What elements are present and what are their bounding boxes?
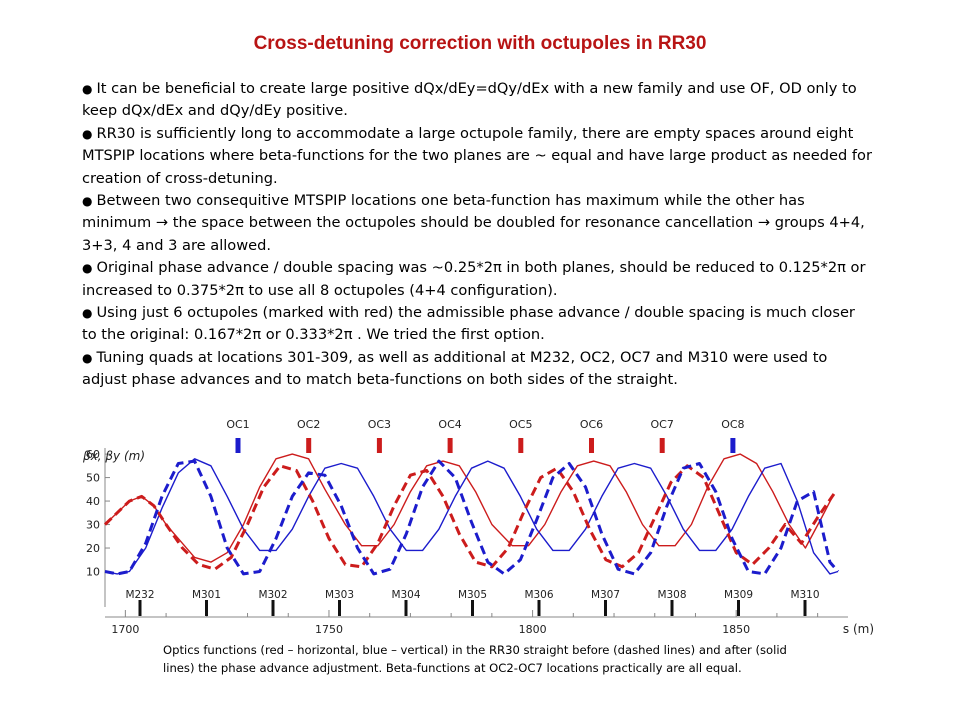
octupole-marker bbox=[447, 438, 453, 453]
octupole-label: OC3 bbox=[368, 418, 391, 431]
octupole-marker bbox=[589, 438, 594, 453]
y-tick-label: 50 bbox=[86, 472, 100, 485]
octupole-marker bbox=[306, 438, 312, 453]
x-axis-label: s (m) bbox=[843, 622, 874, 635]
x-tick-label: 1850 bbox=[722, 623, 750, 635]
marker-label: M301 bbox=[192, 589, 221, 601]
series-line bbox=[104, 458, 839, 575]
octupole-label: OC7 bbox=[651, 418, 674, 431]
bullet-text: Tuning quads at locations 301-309, as we… bbox=[82, 348, 828, 389]
octupole-marker bbox=[730, 438, 736, 453]
marker-label: M309 bbox=[724, 589, 753, 601]
bullet-1: ● It can be beneficial to create large po… bbox=[82, 80, 857, 120]
octupole-label: OC5 bbox=[509, 418, 532, 431]
octupole-label: OC2 bbox=[297, 418, 320, 431]
marker-label: M305 bbox=[458, 589, 487, 601]
bullet-4: ● Original phase advance / double spacing… bbox=[82, 259, 866, 299]
marker-label: M310 bbox=[790, 589, 819, 601]
marker-label: M308 bbox=[657, 589, 686, 601]
octupole-label: OC8 bbox=[721, 418, 744, 431]
octupole-marker bbox=[518, 438, 524, 453]
octupole-label: OC4 bbox=[438, 418, 461, 431]
marker-label: M304 bbox=[391, 589, 420, 601]
series-line bbox=[104, 459, 840, 576]
marker-label: M306 bbox=[524, 589, 553, 601]
page-title: Cross-detuning correction with octupoles… bbox=[253, 33, 707, 54]
y-tick-label: 30 bbox=[86, 519, 100, 532]
y-tick-label: 40 bbox=[86, 495, 100, 508]
bullet-6: ● Tuning quads at locations 301-309, as w… bbox=[82, 348, 828, 389]
octupole-marker bbox=[659, 438, 665, 453]
y-axis-label: βx, βy (m) bbox=[82, 449, 145, 463]
y-tick-label: 10 bbox=[86, 566, 100, 579]
bullet-text: RR30 is sufficiently long to accommodate… bbox=[82, 124, 872, 187]
marker-label: M232 bbox=[125, 589, 154, 601]
bullet-5: ● Using just 6 octupoles (marked with red… bbox=[82, 304, 855, 344]
bullet-text: Between two consequitive MTSPIP location… bbox=[82, 192, 865, 254]
octupole-marker bbox=[235, 438, 241, 453]
bullet-text: Original phase advance / double spacing … bbox=[82, 259, 866, 299]
y-tick-label: 60 bbox=[86, 448, 100, 461]
marker-label: M302 bbox=[258, 589, 287, 601]
x-tick-label: 1700 bbox=[111, 623, 139, 635]
bullet-3: ● Between two consequitive MTSPIP locatio… bbox=[82, 192, 865, 254]
bullet-text: Using just 6 octupoles (marked with red)… bbox=[82, 304, 855, 344]
marker-label: M303 bbox=[325, 589, 354, 601]
octupole-label: OC1 bbox=[226, 418, 249, 431]
series-line bbox=[103, 464, 836, 571]
y-tick-label: 20 bbox=[86, 542, 100, 555]
marker-label: M307 bbox=[591, 589, 620, 601]
series-line bbox=[104, 453, 835, 563]
bullet-text: It can be beneficial to create large pos… bbox=[82, 80, 857, 120]
bullet-list: ● It can be beneficial to create large po… bbox=[82, 78, 872, 392]
x-tick-label: 1750 bbox=[315, 623, 343, 635]
x-tick-label: 1800 bbox=[519, 623, 547, 635]
octupole-marker bbox=[376, 438, 382, 453]
bullet-2: ● RR30 is sufficiently long to accommodat… bbox=[82, 124, 872, 187]
figure-caption: Optics functions (red – horizontal, blue… bbox=[163, 643, 787, 675]
octupole-label: OC6 bbox=[580, 418, 603, 431]
